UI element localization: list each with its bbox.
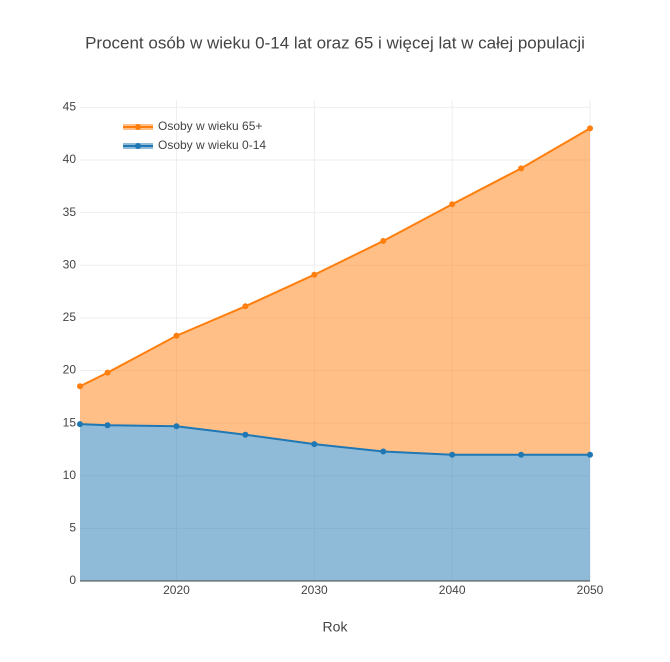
marker xyxy=(380,448,387,455)
marker xyxy=(173,423,180,430)
x-tick-label: 2030 xyxy=(301,583,328,597)
marker xyxy=(77,383,83,390)
marker xyxy=(380,238,387,245)
x-tick-label: 2050 xyxy=(577,583,604,597)
marker xyxy=(104,422,111,429)
legend-marker xyxy=(135,143,141,149)
chart-title: Procent osób w wieku 0-14 lat oraz 65 i … xyxy=(85,33,585,52)
y-tick-label: 40 xyxy=(63,152,77,166)
x-tick-label: 2020 xyxy=(163,583,190,597)
y-tick-label: 0 xyxy=(69,573,76,587)
marker xyxy=(449,451,456,458)
marker xyxy=(77,421,83,428)
marker xyxy=(587,125,593,132)
marker xyxy=(104,369,111,376)
y-tick-label: 45 xyxy=(63,100,77,114)
area xyxy=(80,128,590,455)
marker xyxy=(518,451,525,458)
x-tick-label: 2040 xyxy=(439,583,466,597)
marker xyxy=(311,271,318,278)
y-tick-label: 25 xyxy=(63,310,77,324)
x-axis-label: Rok xyxy=(323,619,349,635)
y-tick-label: 30 xyxy=(63,257,77,271)
marker xyxy=(242,431,249,438)
marker xyxy=(518,165,525,172)
marker xyxy=(242,303,249,310)
marker xyxy=(449,201,456,208)
area xyxy=(80,424,590,581)
legend-label: Osoby w wieku 0-14 xyxy=(158,138,266,152)
marker xyxy=(173,332,180,339)
legend-label: Osoby w wieku 65+ xyxy=(158,119,262,133)
y-tick-label: 15 xyxy=(63,415,77,429)
y-tick-label: 5 xyxy=(69,521,76,535)
marker xyxy=(311,441,318,448)
y-tick-label: 35 xyxy=(63,205,77,219)
marker xyxy=(587,451,593,458)
legend-marker xyxy=(135,124,141,130)
y-tick-label: 10 xyxy=(63,468,77,482)
y-tick-label: 20 xyxy=(63,363,77,377)
